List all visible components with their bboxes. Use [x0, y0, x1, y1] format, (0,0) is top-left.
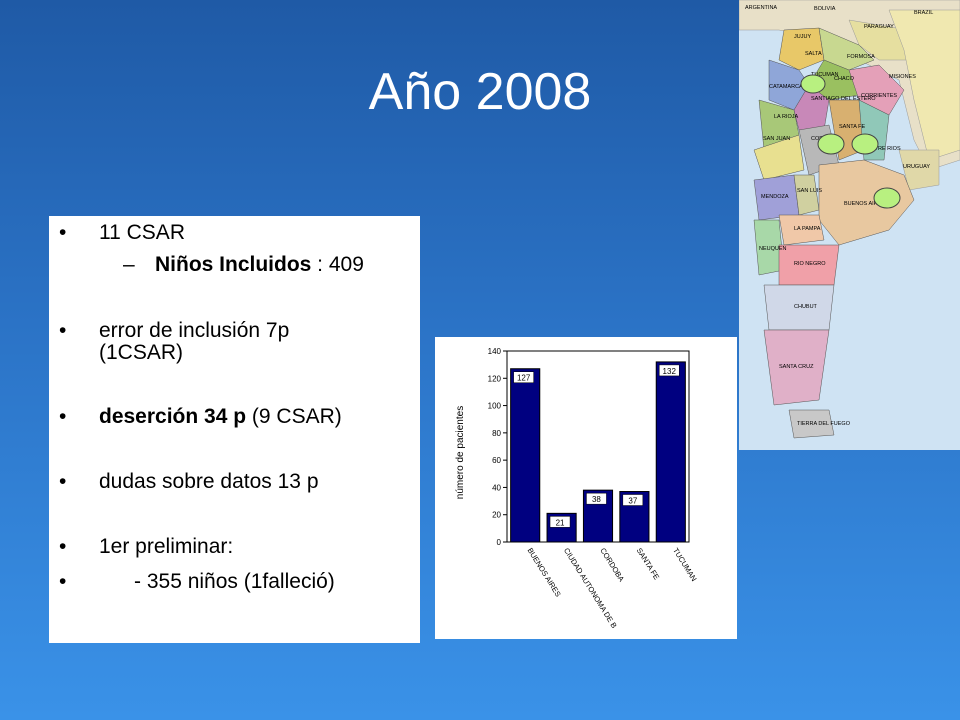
- y-tick-label: 120: [488, 374, 502, 383]
- bar-value-box: [513, 371, 534, 383]
- map-la-pampa: [778, 214, 825, 246]
- map-labels: ARGENTINA BOLIVIA PARAGUAY BRAZIL JUJUY SALTA…: [745, 5, 933, 427]
- bar-value-label: 132: [663, 367, 677, 376]
- map-label: SANTA FE: [839, 124, 866, 130]
- bar-chart-svg: 0 20 40 60 80 100 120 140 número de pacientes 127…: [455, 347, 699, 630]
- bar-1: [510, 368, 541, 543]
- map-label: SALTA: [805, 51, 822, 57]
- bar-value-label: 38: [592, 495, 601, 504]
- map-label: FORMOSA: [847, 54, 875, 60]
- map-label: NEUQUEN: [759, 246, 787, 252]
- map-label: CHACO: [834, 76, 855, 82]
- map-marker-tucuman: [800, 74, 826, 94]
- category-label: BUENOS AIRES: [526, 546, 563, 598]
- map-san-juan: [753, 134, 805, 181]
- bullet-list: • 11 CSAR – Niños Incluidos : 409 • erro…: [49, 216, 420, 643]
- bullet-dot: •: [59, 470, 67, 493]
- map-formosa: [818, 27, 875, 71]
- bar-value-label: 37: [628, 497, 637, 506]
- map-label: BRAZIL: [914, 10, 933, 16]
- category-label: SANTA FE: [635, 546, 662, 581]
- map-label: ARGENTINA: [745, 5, 777, 11]
- bullet-dot: •: [59, 405, 67, 428]
- bullet-dot: •: [59, 319, 67, 342]
- map-label: PARAGUAY: [864, 24, 894, 30]
- map-misiones-corrientes: [848, 64, 905, 116]
- bar-value-box: [622, 494, 644, 506]
- y-tick-label: 40: [492, 483, 501, 492]
- bar-chart: 0 20 40 60 80 100 120 140 número de pacientes 127…: [435, 337, 737, 639]
- argentina-map-svg: ARGENTINA BOLIVIA PARAGUAY BRAZIL JUJUY SALTA…: [738, 0, 960, 450]
- y-tick-label: 140: [488, 347, 502, 356]
- sub-dash: –: [123, 253, 135, 276]
- slide-title: Año 2008: [368, 63, 592, 121]
- map-label: BOLIVIA: [814, 6, 836, 12]
- y-tick-label: 0: [497, 538, 502, 547]
- bar-value-box: [658, 364, 680, 377]
- category-label: TUCUMAN: [671, 546, 699, 583]
- map-marker-santa-fe: [851, 133, 879, 155]
- map-label: LA PAMPA: [794, 226, 821, 232]
- map-label: SANTIAGO DEL ESTERO: [811, 96, 876, 102]
- map-label: URUGUAY: [903, 164, 930, 170]
- map-label: MISIONES: [889, 74, 916, 80]
- map-label: LA RIOJA: [774, 114, 798, 120]
- y-tick-label: 80: [492, 429, 501, 438]
- map-label: TUCUMAN: [811, 72, 839, 78]
- map-label: CORRIENTES: [861, 93, 897, 99]
- map-marker-cordoba: [817, 133, 845, 155]
- bar-value-box: [586, 492, 607, 505]
- map-label: SANTA CRUZ: [779, 364, 814, 370]
- y-tick-label: 100: [488, 402, 502, 411]
- map-label: CHUBUT: [794, 304, 818, 310]
- bullet-dot: •: [59, 535, 67, 558]
- category-label: CORDOBA: [598, 546, 626, 583]
- map-label: MENDOZA: [761, 194, 789, 200]
- map-label: SAN LUIS: [797, 188, 822, 194]
- map-label: SAN JUAN: [763, 136, 790, 142]
- map-label: RIO NEGRO: [794, 261, 826, 267]
- map-label: BUENOS AIRES: [844, 201, 885, 207]
- map-jujuy-salta: [778, 27, 825, 71]
- bar-value-label: 127: [517, 374, 531, 383]
- bullet-dot: •: [59, 221, 67, 244]
- map-label: CATAMARCA: [769, 84, 803, 90]
- map-tierra-del-fuego: [788, 409, 835, 439]
- map-label: JUJUY: [794, 34, 811, 40]
- bar-value-label: 21: [556, 518, 565, 527]
- map-santa-cruz: [763, 329, 830, 406]
- bullet-dot: •: [59, 570, 67, 593]
- map-buenos-aires: [818, 159, 915, 246]
- argentina-map: ARGENTINA BOLIVIA PARAGUAY BRAZIL JUJUY SALTA…: [738, 0, 960, 450]
- bar-value-box: [549, 516, 571, 528]
- map-label: ENTRE RIOS: [867, 146, 901, 152]
- bar-5: [655, 361, 686, 543]
- map-marker-buenos-aires: [873, 187, 901, 209]
- y-tick-label: 60: [492, 456, 501, 465]
- y-tick-label: 20: [492, 511, 501, 520]
- y-axis-label: número de pacientes: [455, 406, 466, 499]
- map-label: TIERRA DEL FUEGO: [797, 421, 851, 427]
- map-uruguay: [898, 149, 940, 191]
